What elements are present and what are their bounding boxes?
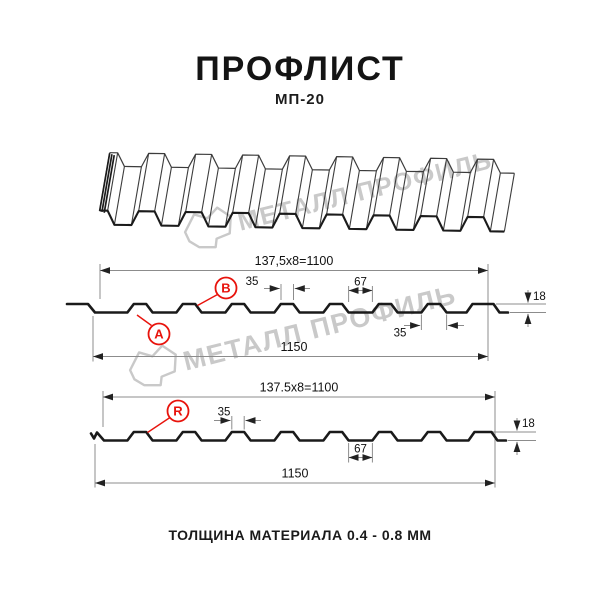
page-subtitle: МП-20 xyxy=(275,91,325,108)
side-a-badge xyxy=(147,322,171,346)
rib-edge-line xyxy=(224,168,236,227)
rib-edge-line xyxy=(113,166,125,225)
rib-edge-line xyxy=(467,159,479,218)
rib-edge-line xyxy=(326,156,338,215)
label-leader xyxy=(136,314,152,327)
rib-edge-line xyxy=(365,170,377,230)
rib-edge-line xyxy=(207,167,219,227)
brand-logo-icon xyxy=(128,344,177,387)
dim-overall-width-top: 1150 xyxy=(281,340,308,354)
side-a-letter: A xyxy=(154,327,164,342)
profile-outline-r xyxy=(89,430,508,442)
rib-edge-line xyxy=(442,172,454,231)
sheet-cut-edge xyxy=(103,155,116,213)
rib-edge-line xyxy=(201,154,213,213)
dim-pitch-bottom: 137.5x8=1100 xyxy=(260,381,339,395)
rib-edge-line xyxy=(489,172,501,232)
dim-valley-width: 67 xyxy=(354,277,367,289)
side-r-letter: R xyxy=(173,404,183,419)
dim-valley-width: 67 xyxy=(354,444,367,456)
sheet-cut-edge xyxy=(101,154,113,212)
profile-outline-ab xyxy=(65,302,510,314)
sheet-front-edge xyxy=(99,209,505,233)
rib-edge-line xyxy=(483,159,495,218)
rib-edge-line xyxy=(130,166,142,226)
cross-section-bottom: 137.5x8=1100 1150 35 67 18 R xyxy=(89,381,536,488)
side-b-letter: B xyxy=(221,281,230,296)
cross-section-top: 137,5x8=1100 1150 35 67 35 xyxy=(65,254,546,362)
dim-rib-top-width: 35 xyxy=(218,407,231,419)
dim-overall-width-bottom: 1150 xyxy=(282,467,309,481)
rib-edge-line xyxy=(348,170,360,229)
dim-rib-top-width: 35 xyxy=(246,276,259,288)
dim-pitch-top: 137,5x8=1100 xyxy=(255,254,334,268)
sheet-back-edge xyxy=(109,152,515,174)
rib-edge-line xyxy=(503,173,515,232)
dim-rib-bottom-width: 35 xyxy=(394,328,407,340)
rib-edge-line xyxy=(420,158,432,217)
rib-edge-line xyxy=(177,167,189,226)
rib-edge-line xyxy=(395,171,407,230)
perspective-view xyxy=(98,152,515,233)
rib-edge-line xyxy=(373,157,385,216)
rib-edge-line xyxy=(342,156,354,215)
rib-edge-line xyxy=(107,152,119,211)
dim-profile-height: 18 xyxy=(522,418,535,430)
material-thickness-caption: ТОЛЩИНА МАТЕРИАЛА 0.4 - 0.8 ММ xyxy=(168,527,432,543)
rib-edge-line xyxy=(248,155,260,214)
side-r-badge xyxy=(166,399,190,423)
rib-edge-line xyxy=(279,155,291,214)
dim-profile-height: 18 xyxy=(533,291,546,303)
rib-edge-line xyxy=(436,158,448,217)
sheet-cut-edge xyxy=(98,153,111,212)
label-leader xyxy=(147,416,171,434)
rib-edge-line xyxy=(254,168,266,228)
rib-edge-line xyxy=(318,169,330,229)
rib-edge-line xyxy=(459,172,471,231)
rib-edge-line xyxy=(232,154,244,213)
rib-edge-line xyxy=(271,169,283,228)
rib-edge-line xyxy=(295,155,307,215)
rib-edge-line xyxy=(412,171,424,231)
label-leader xyxy=(197,293,218,307)
rib-edge-line xyxy=(154,153,166,212)
rib-edge-line xyxy=(389,157,401,216)
rib-edge-line xyxy=(185,154,197,213)
side-b-badge xyxy=(214,276,238,300)
rib-edge-line xyxy=(138,153,150,212)
page-title: ПРОФЛИСТ xyxy=(195,50,405,88)
rib-edge-line xyxy=(160,167,172,226)
rib-edge-line xyxy=(301,169,313,229)
